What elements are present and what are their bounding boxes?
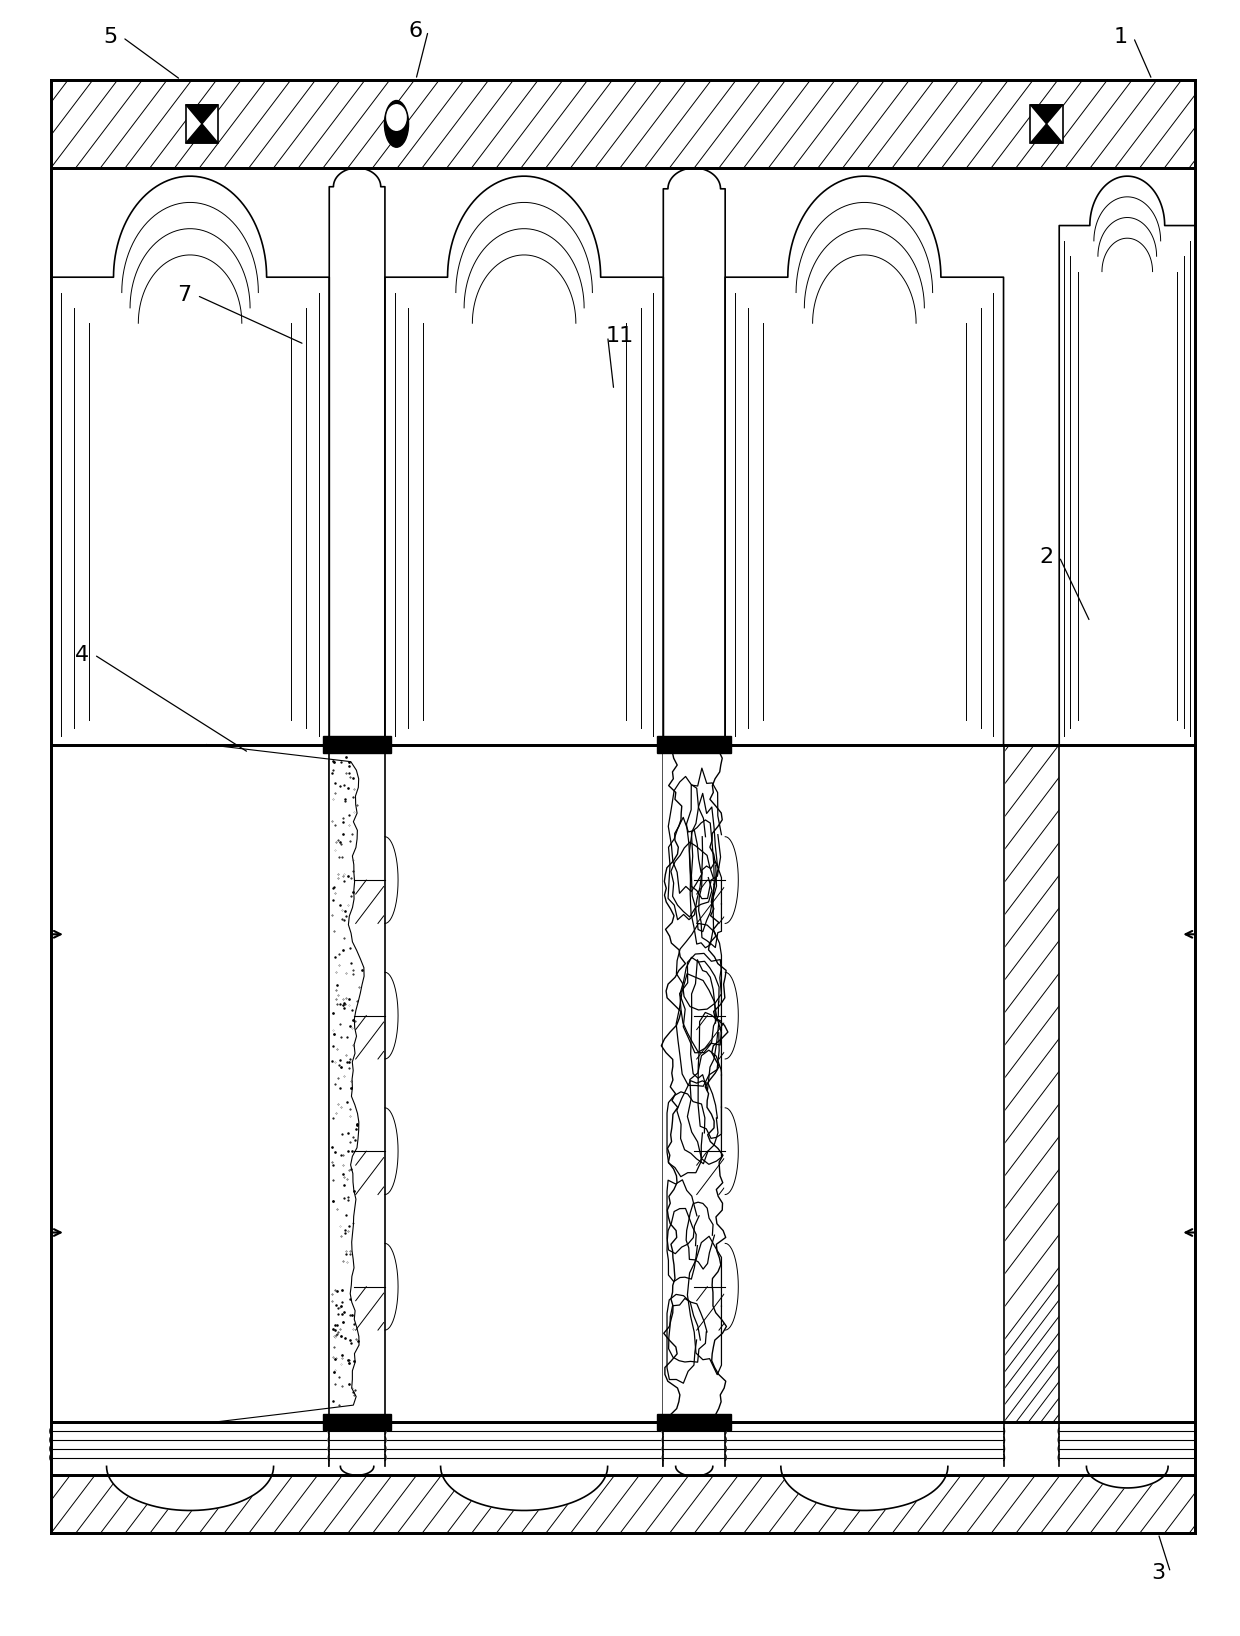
Bar — [657, 1414, 732, 1430]
Ellipse shape — [387, 105, 407, 131]
Text: 7: 7 — [177, 285, 191, 306]
Polygon shape — [668, 777, 706, 893]
Text: 1: 1 — [1114, 28, 1128, 47]
Polygon shape — [384, 177, 663, 744]
Polygon shape — [667, 1209, 697, 1281]
Text: 6: 6 — [409, 21, 423, 41]
Bar — [324, 1414, 391, 1430]
Polygon shape — [676, 1466, 713, 1476]
Polygon shape — [1086, 1466, 1168, 1487]
Polygon shape — [687, 769, 722, 898]
Polygon shape — [384, 1243, 398, 1330]
Polygon shape — [1030, 124, 1063, 142]
Polygon shape — [698, 861, 722, 947]
Text: 4: 4 — [74, 645, 89, 664]
Polygon shape — [207, 744, 365, 1422]
Polygon shape — [186, 124, 218, 142]
Polygon shape — [725, 1108, 738, 1194]
Polygon shape — [330, 169, 384, 744]
Polygon shape — [667, 1180, 699, 1253]
Polygon shape — [663, 169, 725, 744]
Polygon shape — [687, 1050, 722, 1165]
Polygon shape — [1030, 105, 1063, 124]
Bar — [657, 736, 732, 753]
Bar — [324, 736, 391, 753]
Polygon shape — [440, 1466, 608, 1510]
Polygon shape — [686, 1202, 714, 1270]
Polygon shape — [676, 923, 722, 1009]
Polygon shape — [725, 972, 738, 1058]
Polygon shape — [667, 1091, 704, 1176]
Polygon shape — [186, 105, 218, 124]
Polygon shape — [51, 177, 330, 744]
Polygon shape — [689, 820, 714, 947]
Polygon shape — [725, 177, 1003, 744]
Polygon shape — [676, 973, 722, 1086]
Polygon shape — [341, 1466, 373, 1476]
Bar — [1030, 105, 1063, 142]
Bar — [186, 105, 218, 142]
Polygon shape — [384, 972, 398, 1058]
Polygon shape — [384, 836, 398, 923]
Polygon shape — [781, 1466, 947, 1510]
Text: 11: 11 — [606, 326, 634, 347]
Polygon shape — [667, 1294, 701, 1382]
Polygon shape — [698, 1013, 722, 1139]
Text: 3: 3 — [1151, 1562, 1166, 1582]
Text: 5: 5 — [103, 28, 118, 47]
Ellipse shape — [384, 100, 408, 147]
Polygon shape — [668, 818, 702, 919]
Polygon shape — [680, 954, 722, 1052]
Text: 2: 2 — [1040, 546, 1054, 566]
Polygon shape — [725, 1243, 738, 1330]
Polygon shape — [725, 836, 738, 923]
Polygon shape — [692, 793, 718, 931]
Polygon shape — [107, 1466, 274, 1510]
Polygon shape — [384, 1108, 398, 1194]
Polygon shape — [680, 957, 719, 1052]
Polygon shape — [1059, 177, 1195, 744]
Polygon shape — [671, 843, 713, 916]
Polygon shape — [691, 960, 719, 1091]
Polygon shape — [668, 1299, 707, 1363]
Polygon shape — [677, 1081, 718, 1163]
Polygon shape — [687, 1237, 722, 1374]
